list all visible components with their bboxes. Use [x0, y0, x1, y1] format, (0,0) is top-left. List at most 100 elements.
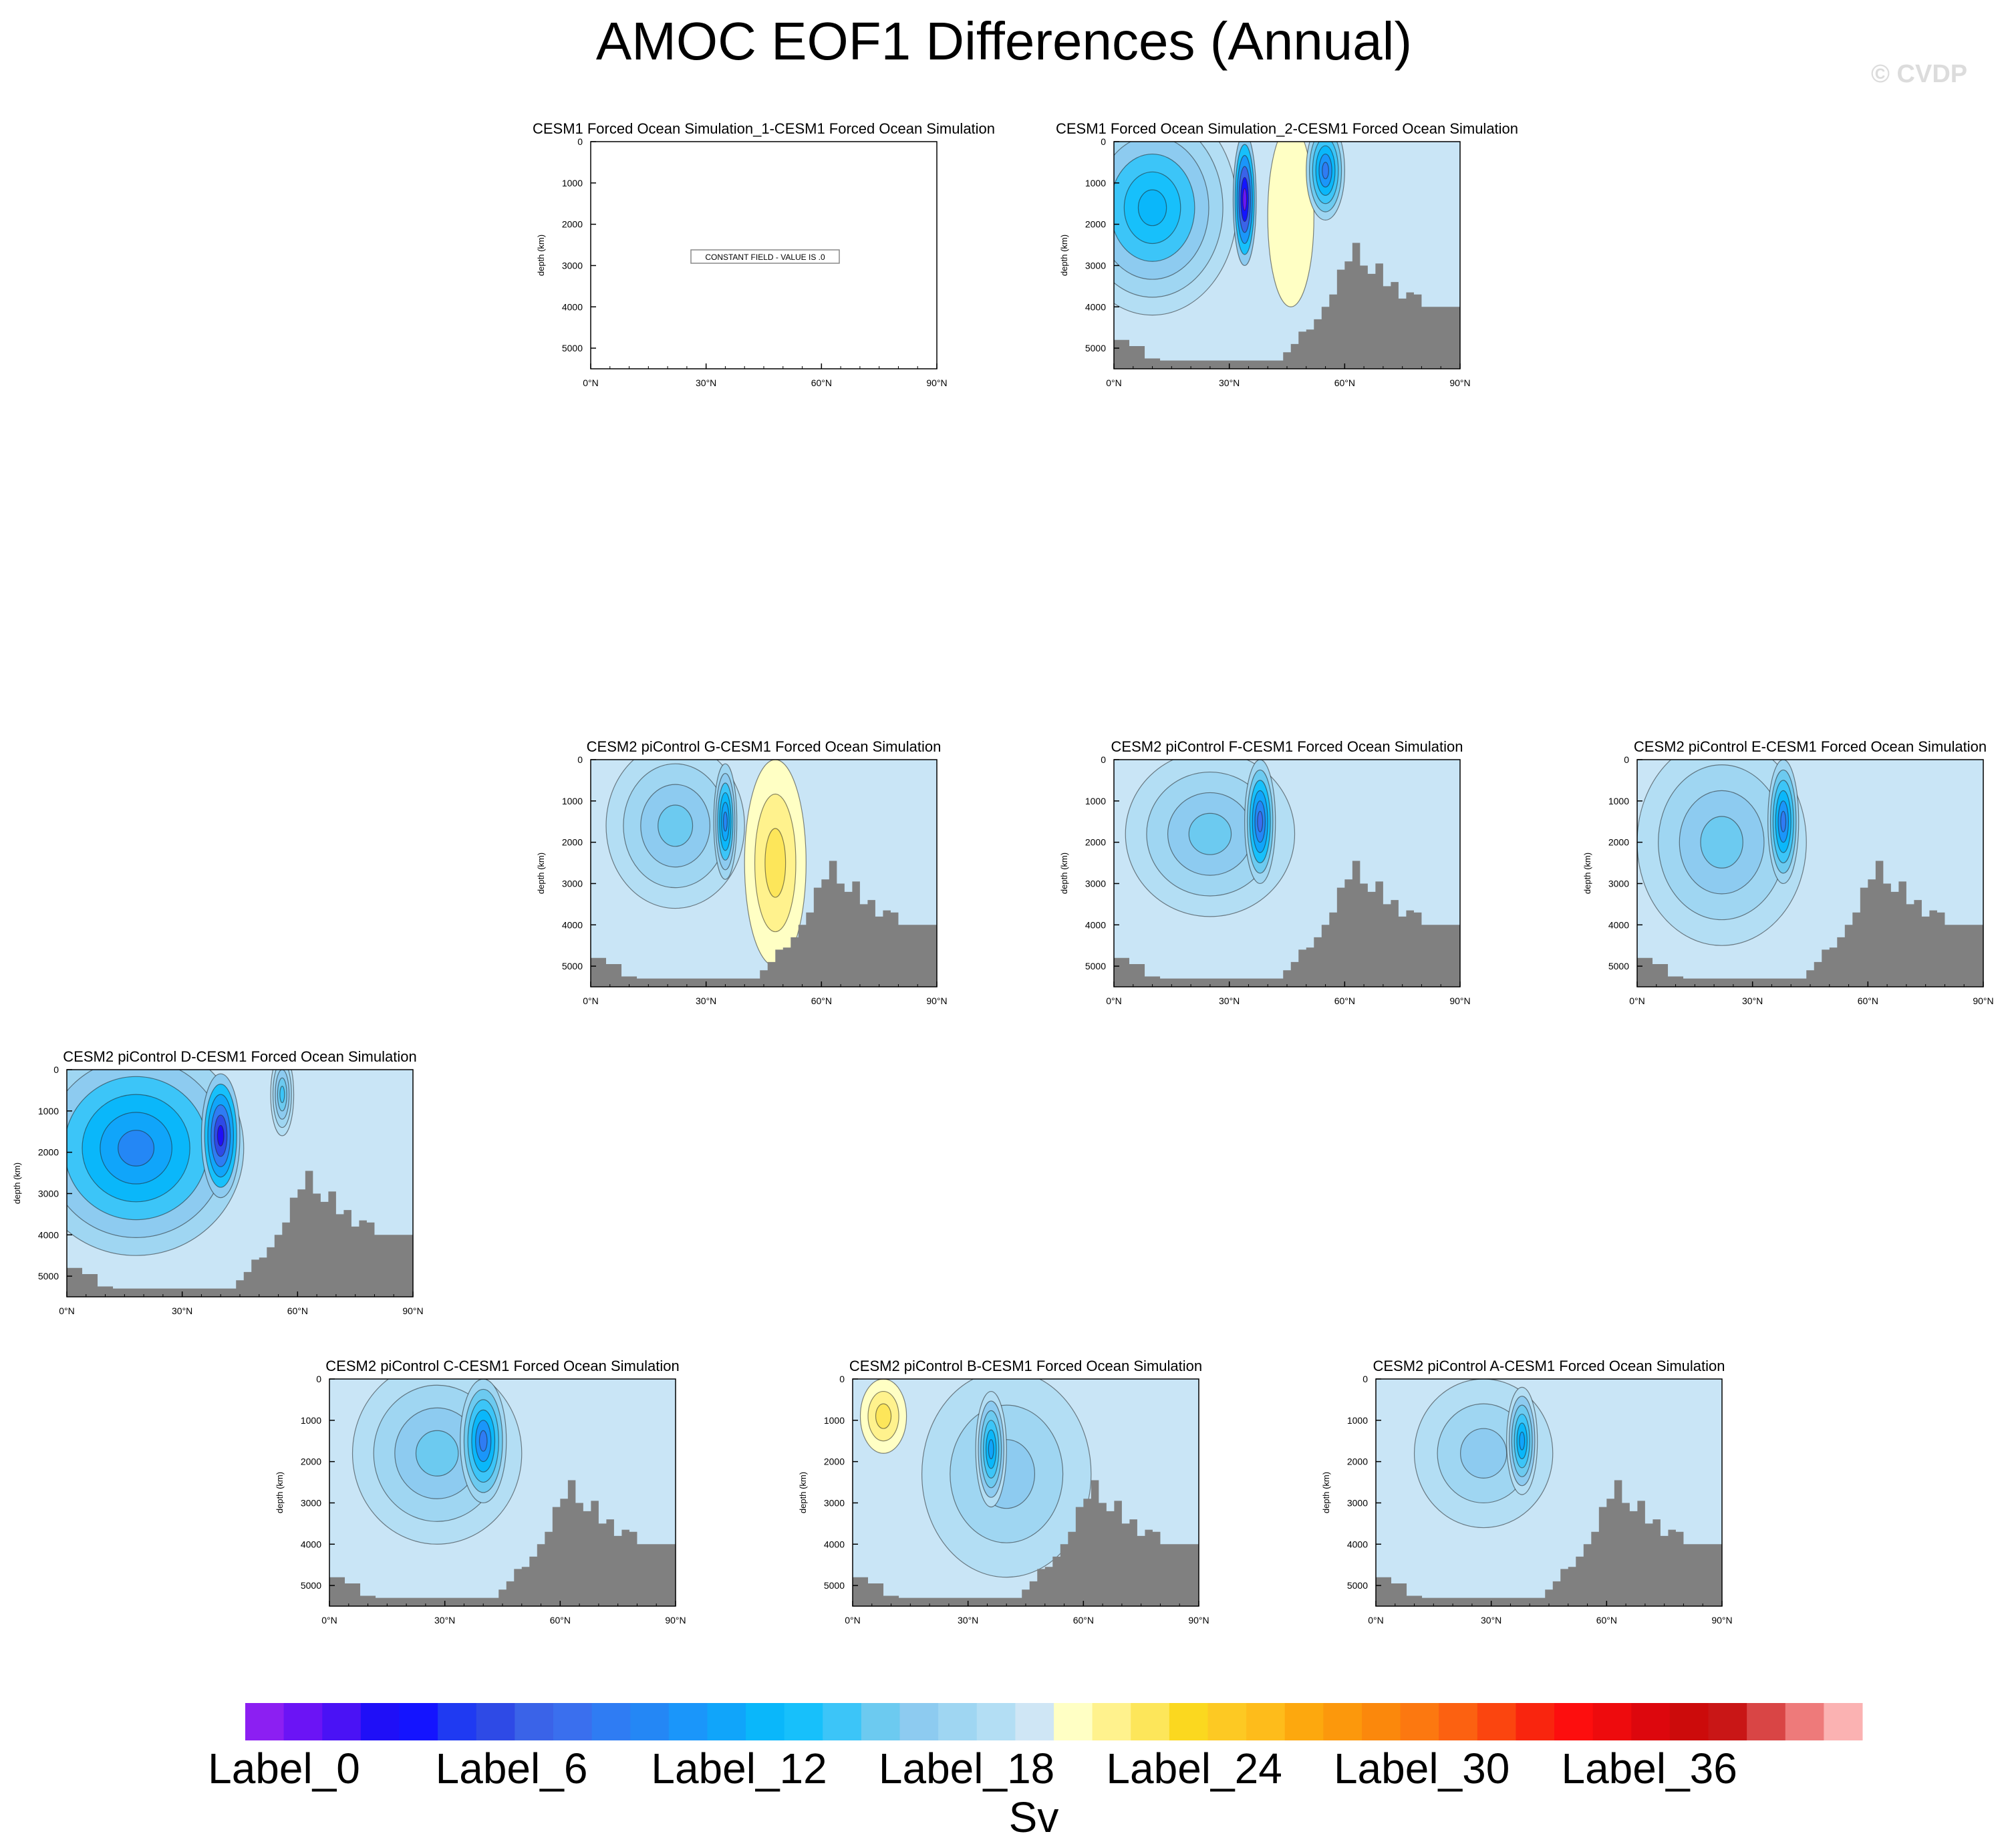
- x-tick-label: 30°N: [172, 1305, 192, 1316]
- panel-field: [67, 1070, 413, 1297]
- y-tick-label: 0: [1101, 136, 1106, 147]
- colorbar-swatch: [399, 1703, 438, 1740]
- x-tick-label: 30°N: [1219, 995, 1240, 1006]
- x-tick-label: 60°N: [1858, 995, 1878, 1006]
- colorbar-tick-label: Label_0: [208, 1744, 360, 1793]
- panel-field: [1637, 760, 1983, 987]
- bathymetry: [853, 1480, 1199, 1606]
- constant-field-note: CONSTANT FIELD - VALUE IS .0: [705, 253, 825, 262]
- y-tick-label: 3000: [824, 1497, 845, 1508]
- y-axis-label: depth (km): [1059, 853, 1069, 894]
- y-tick-label: 5000: [562, 343, 583, 353]
- y-tick-label: 4000: [562, 301, 583, 312]
- y-axis-label: depth (km): [536, 853, 546, 894]
- colorbar-swatch: [1669, 1703, 1709, 1740]
- colorbar-swatch: [438, 1703, 477, 1740]
- colorbar-swatch: [1015, 1703, 1054, 1740]
- y-tick-label: 1000: [1085, 178, 1106, 188]
- x-tick-label: 90°N: [1449, 995, 1470, 1006]
- y-tick-label: 3000: [38, 1188, 59, 1199]
- y-axis-label: depth (km): [1059, 235, 1069, 276]
- contour-level: [1519, 1431, 1526, 1450]
- x-tick-label: 30°N: [958, 1615, 978, 1626]
- panel-6: CESM2 piControl D-CESM1 Forced Ocean Sim…: [12, 1048, 424, 1316]
- colorbar-swatch: [322, 1703, 362, 1740]
- x-tick-label: 30°N: [1481, 1615, 1501, 1626]
- y-tick-label: 2000: [562, 219, 583, 230]
- panel-4: CESM2 piControl F-CESM1 Forced Ocean Sim…: [1059, 738, 1471, 1006]
- y-tick-label: 0: [1101, 754, 1106, 765]
- colorbar-swatch: [1054, 1703, 1093, 1740]
- y-tick-label: 5000: [824, 1580, 845, 1591]
- colorbar-tick-label: Label_12: [651, 1744, 827, 1793]
- panel-1: CONSTANT FIELD - VALUE IS .0 CESM1 Forced…: [533, 120, 995, 388]
- y-axis-label: depth (km): [12, 1163, 22, 1204]
- y-tick-label: 2000: [301, 1456, 321, 1467]
- contour-level: [1188, 812, 1232, 855]
- x-tick-label: 90°N: [1711, 1615, 1732, 1626]
- colorbar-swatch: [553, 1703, 593, 1740]
- y-tick-label: 2000: [1085, 837, 1106, 848]
- y-tick-label: 4000: [824, 1539, 845, 1549]
- y-tick-label: 3000: [1085, 260, 1106, 271]
- colorbar-swatch: [1708, 1703, 1747, 1740]
- colorbar-swatch: [707, 1703, 746, 1740]
- x-tick-label: 0°N: [321, 1615, 337, 1626]
- colorbar-swatch: [823, 1703, 862, 1740]
- y-axis-label: depth (km): [798, 1472, 808, 1513]
- panel-title: CESM1 Forced Ocean Simulation_2-CESM1 Fo…: [1056, 120, 1518, 137]
- colorbar-swatch: [476, 1703, 515, 1740]
- colorbar-swatch: [938, 1703, 978, 1740]
- panel-title: CESM1 Forced Ocean Simulation_1-CESM1 Fo…: [533, 120, 995, 137]
- panel-field: [591, 760, 937, 987]
- contour-level: [415, 1430, 459, 1477]
- x-tick-label: 0°N: [59, 1305, 75, 1316]
- bathymetry: [1637, 861, 1983, 987]
- y-tick-label: 4000: [562, 919, 583, 930]
- bathymetry: [329, 1480, 676, 1606]
- y-tick-label: 0: [1362, 1374, 1368, 1384]
- colorbar-swatch: [1207, 1703, 1247, 1740]
- colorbar-tick-label: Label_6: [436, 1744, 588, 1793]
- contour-level: [1780, 810, 1787, 832]
- contour-level: [1242, 188, 1248, 211]
- y-tick-label: 5000: [1347, 1580, 1368, 1591]
- bathymetry: [1114, 861, 1460, 987]
- colorbar-swatch: [515, 1703, 554, 1740]
- x-tick-label: 90°N: [665, 1615, 686, 1626]
- y-tick-label: 4000: [1085, 301, 1106, 312]
- y-tick-label: 4000: [1608, 919, 1629, 930]
- colorbar-swatch: [1246, 1703, 1286, 1740]
- x-tick-label: 30°N: [696, 377, 716, 388]
- x-tick-label: 0°N: [583, 377, 599, 388]
- colorbar-tick-label: Label_30: [1334, 1744, 1510, 1793]
- panel-title: CESM2 piControl F-CESM1 Forced Ocean Sim…: [1111, 738, 1463, 755]
- colorbar-swatch: [668, 1703, 708, 1740]
- x-tick-label: 90°N: [1188, 1615, 1209, 1626]
- panel-field: [329, 1379, 676, 1606]
- panel-title: CESM2 piControl D-CESM1 Forced Ocean Sim…: [63, 1048, 416, 1065]
- colorbar-swatch: [1169, 1703, 1208, 1740]
- panel-title: CESM2 piControl A-CESM1 Forced Ocean Sim…: [1373, 1358, 1725, 1374]
- x-tick-label: 90°N: [926, 377, 947, 388]
- y-tick-label: 4000: [1347, 1539, 1368, 1549]
- y-tick-label: 1000: [824, 1415, 845, 1426]
- colorbar-swatch: [784, 1703, 823, 1740]
- colorbar-swatch: [1477, 1703, 1516, 1740]
- y-tick-label: 0: [316, 1374, 321, 1384]
- colorbar-swatch: [630, 1703, 670, 1740]
- x-tick-label: 60°N: [1073, 1615, 1094, 1626]
- y-tick-label: 5000: [38, 1271, 59, 1281]
- x-tick-label: 60°N: [1334, 995, 1355, 1006]
- colorbar-swatch: [1747, 1703, 1786, 1740]
- colorbar-swatch: [1131, 1703, 1170, 1740]
- x-tick-label: 60°N: [287, 1305, 308, 1316]
- y-tick-label: 1000: [1085, 796, 1106, 806]
- contour-level: [217, 1124, 225, 1146]
- panel-2: CESM1 Forced Ocean Simulation_2-CESM1 Fo…: [1056, 120, 1518, 388]
- x-tick-label: 0°N: [583, 995, 599, 1006]
- x-tick-label: 60°N: [811, 377, 832, 388]
- contour-level: [1137, 189, 1167, 226]
- colorbar-swatch: [861, 1703, 901, 1740]
- colorbar-swatch: [1361, 1703, 1401, 1740]
